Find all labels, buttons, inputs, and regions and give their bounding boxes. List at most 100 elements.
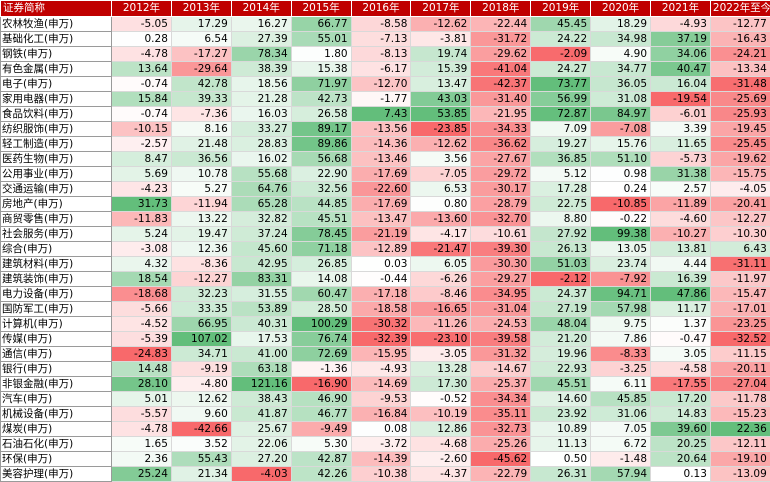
value-cell: -12.27: [709, 211, 770, 227]
value-cell: 22.90: [290, 166, 352, 182]
value-cell: 31.73: [111, 196, 172, 212]
value-cell: 83.31: [230, 271, 292, 287]
row-label: 食品饮料(申万): [0, 106, 112, 122]
value-cell: -25.26: [470, 436, 532, 452]
value-cell: 40.31: [230, 316, 292, 332]
value-cell: 99.38: [590, 226, 652, 242]
value-cell: 8.47: [111, 151, 172, 167]
row-label: 电力设备(申万): [0, 286, 112, 302]
value-cell: -13.34: [709, 61, 770, 77]
value-cell: -8.36: [170, 256, 232, 272]
value-cell: 46.77: [290, 406, 352, 422]
value-cell: 7.05: [590, 421, 652, 437]
value-cell: -6.26: [410, 271, 472, 287]
value-cell: 2.57: [650, 181, 711, 197]
value-cell: -9.19: [170, 361, 232, 377]
value-cell: -3.08: [111, 241, 172, 257]
value-cell: 72.69: [290, 346, 352, 362]
table-row: 石油石化(申万) 1.65 3.52 22.06 5.30 -3.72 -4.68 -25.2…: [0, 436, 770, 452]
value-cell: 60.47: [290, 286, 352, 302]
value-cell: 32.23: [170, 286, 232, 302]
value-cell: 34.71: [170, 346, 232, 362]
value-cell: -4.52: [111, 316, 172, 332]
value-cell: 72.87: [530, 106, 592, 122]
value-cell: 32.82: [230, 211, 292, 227]
value-cell: 39.60: [650, 421, 711, 437]
value-cell: 84.97: [590, 106, 652, 122]
value-cell: -8.13: [350, 46, 412, 62]
value-cell: -41.04: [470, 61, 532, 77]
row-label: 建筑材料(申万): [0, 256, 112, 272]
row-label: 有色金属(申万): [0, 61, 112, 77]
value-cell: 45.60: [230, 241, 292, 257]
value-cell: 24.27: [530, 61, 592, 77]
value-cell: 22.75: [530, 196, 592, 212]
value-cell: -18.68: [111, 286, 172, 302]
value-cell: -1.36: [290, 361, 352, 377]
value-cell: 71.97: [290, 76, 352, 92]
value-cell: 19.96: [530, 346, 592, 362]
value-cell: 14.83: [650, 406, 711, 422]
value-cell: 36.05: [590, 76, 652, 92]
value-cell: 15.84: [111, 91, 172, 107]
value-cell: 20.25: [650, 436, 711, 452]
value-cell: -4.05: [709, 181, 770, 197]
row-label: 美容护理(申万): [0, 466, 112, 482]
value-cell: -17.27: [170, 46, 232, 62]
value-cell: -6.01: [650, 106, 711, 122]
value-cell: 27.19: [530, 301, 592, 317]
value-cell: -8.33: [590, 346, 652, 362]
value-cell: -20.41: [709, 196, 770, 212]
header-row: 证券简称 2012年 2013年 2014年 2015年 2016年 2017年 2018年…: [0, 0, 770, 17]
value-cell: 6.54: [170, 31, 232, 47]
value-cell: -13.46: [350, 151, 412, 167]
value-cell: 76.74: [290, 331, 352, 347]
value-cell: 15.38: [290, 61, 352, 77]
row-label: 纺织服饰(申万): [0, 121, 112, 137]
value-cell: 25.67: [230, 421, 292, 437]
value-cell: 20.64: [650, 451, 711, 467]
row-label: 房地产(申万): [0, 196, 112, 212]
value-cell: -29.27: [470, 271, 532, 287]
value-cell: 10.78: [170, 166, 232, 182]
value-cell: 6.53: [410, 181, 472, 197]
value-cell: -21.47: [410, 241, 472, 257]
value-cell: 4.90: [590, 46, 652, 62]
value-cell: -25.69: [709, 91, 770, 107]
value-cell: -14.36: [350, 136, 412, 152]
value-cell: 5.24: [111, 226, 172, 242]
table-row: 商贸零售(申万) -11.83 13.22 32.82 45.51 -13.47 -13.6…: [0, 211, 770, 227]
value-cell: 26.31: [530, 466, 592, 482]
value-cell: -29.64: [170, 61, 232, 77]
value-cell: 7.43: [350, 106, 412, 122]
row-label: 通信(申万): [0, 346, 112, 362]
value-cell: 37.19: [650, 31, 711, 47]
value-cell: 63.18: [230, 361, 292, 377]
value-cell: -29.72: [470, 166, 532, 182]
value-cell: -17.18: [350, 286, 412, 302]
value-cell: 1.65: [111, 436, 172, 452]
value-cell: 9.60: [170, 406, 232, 422]
value-cell: -5.39: [111, 331, 172, 347]
row-label: 国防军工(申万): [0, 301, 112, 317]
value-cell: 5.12: [530, 166, 592, 182]
value-cell: 56.99: [530, 91, 592, 107]
value-cell: -30.17: [470, 181, 532, 197]
value-cell: 17.30: [410, 376, 472, 392]
value-cell: -22.44: [470, 16, 532, 32]
value-cell: 64.76: [230, 181, 292, 197]
value-cell: -24.53: [470, 316, 532, 332]
value-cell: -32.73: [470, 421, 532, 437]
value-cell: -34.95: [470, 286, 532, 302]
value-cell: 78.34: [230, 46, 292, 62]
table-row: 建筑装饰(申万) 18.54 -12.27 83.31 14.08 -0.44 -6.26-…: [0, 271, 770, 287]
row-label: 综合(申万): [0, 241, 112, 257]
value-cell: 39.33: [170, 91, 232, 107]
value-cell: -32.39: [350, 331, 412, 347]
value-cell: -4.78: [111, 46, 172, 62]
value-cell: -24.21: [709, 46, 770, 62]
value-cell: -13.56: [350, 121, 412, 137]
row-label: 轻工制造(申万): [0, 136, 112, 152]
value-cell: -15.95: [350, 346, 412, 362]
